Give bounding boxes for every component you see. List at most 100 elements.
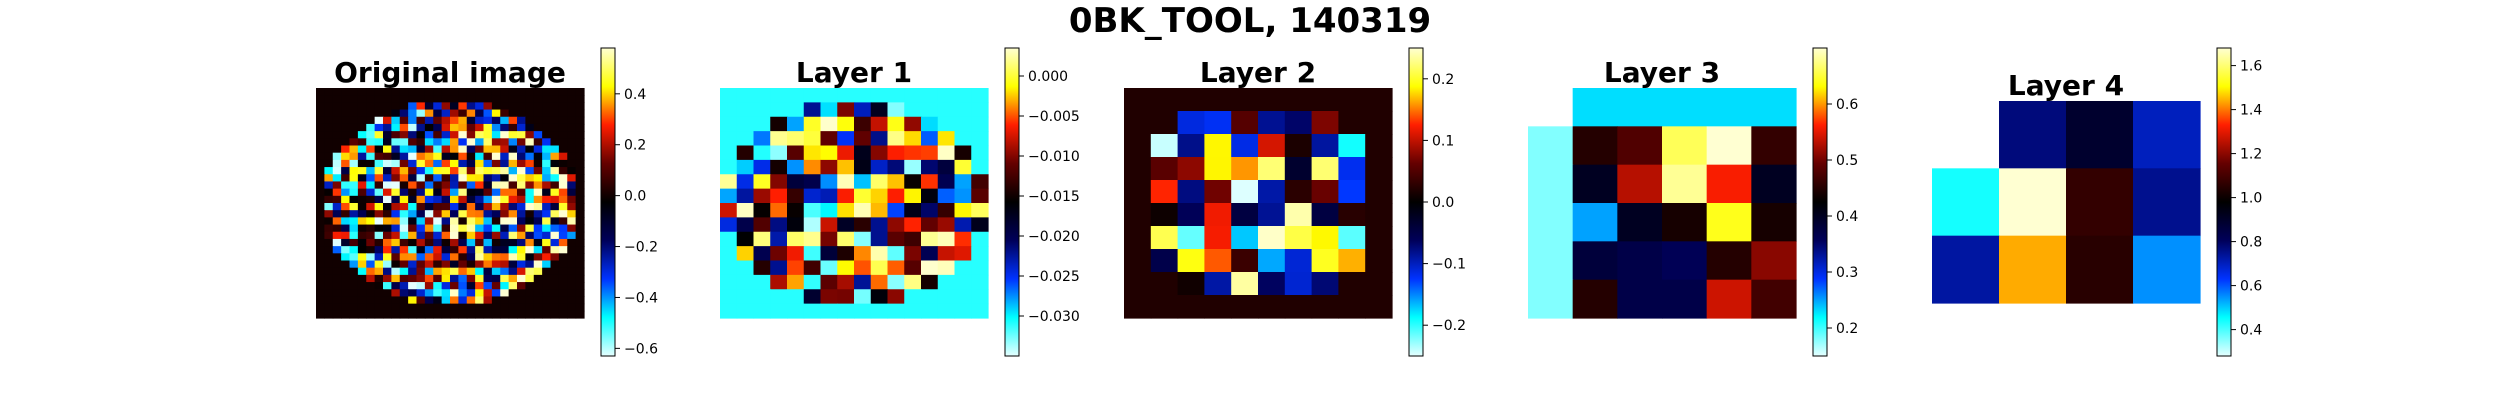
heatmap-cell: [416, 181, 426, 190]
heatmap-cell: [904, 188, 922, 204]
colorbar-tick-label: 1.0: [2240, 191, 2262, 207]
heatmap-cell: [567, 267, 577, 276]
heatmap-cell: [383, 253, 392, 262]
heatmap-cell: [391, 289, 401, 298]
heatmap-cell: [357, 217, 367, 226]
heatmap-cell: [466, 95, 476, 103]
heatmap-cell: [466, 102, 476, 111]
heatmap-cell: [341, 231, 351, 240]
heatmap-cell: [1365, 226, 1393, 250]
heatmap-cell: [736, 260, 755, 276]
heatmap-cell: [408, 267, 418, 276]
heatmap-cell: [475, 210, 485, 218]
heatmap-cell: [441, 267, 451, 276]
heatmap-cell: [324, 152, 334, 161]
colorbar-tick-label: 0.4: [1836, 209, 1858, 225]
heatmap-cell: [349, 145, 359, 154]
heatmap-cell: [466, 131, 476, 139]
heatmap-cell: [357, 152, 367, 161]
heatmap-cell: [720, 203, 738, 218]
heatmap-cell: [525, 174, 535, 183]
heatmap-cell: [374, 203, 384, 211]
heatmap-cell: [854, 145, 872, 161]
heatmap-cell: [971, 116, 989, 132]
heatmap-cell: [466, 310, 476, 319]
colorbar-tick-label: −0.015: [1028, 189, 1080, 205]
heatmap-cell: [374, 188, 384, 197]
heatmap-cell: [517, 109, 526, 118]
heatmap-cell: [525, 181, 535, 190]
heatmap-cell: [475, 167, 485, 175]
heatmap-cell: [341, 238, 351, 247]
heatmap-cell: [316, 159, 325, 168]
heatmap-cell: [1706, 279, 1752, 319]
heatmap-cell: [341, 246, 351, 254]
heatmap-cell: [383, 310, 392, 319]
heatmap-cell: [508, 246, 518, 254]
heatmap-cell: [837, 102, 855, 118]
heatmap-cell: [820, 231, 838, 247]
heatmap-cell: [550, 95, 560, 103]
heatmap-cell: [550, 303, 560, 312]
heatmap-cell: [416, 131, 426, 139]
heatmap-cell: [803, 217, 822, 233]
heatmap-cell: [349, 181, 359, 190]
heatmap-cell: [525, 123, 535, 132]
heatmap-cell: [399, 188, 409, 197]
colorbar-tick-label: 0.2: [1432, 72, 1454, 88]
heatmap-cell: [550, 203, 560, 211]
heatmap-cell: [424, 131, 434, 139]
heatmap-cell: [1572, 241, 1618, 281]
heatmap-cell: [533, 181, 543, 190]
heatmap-cell: [341, 174, 351, 183]
heatmap-cell: [837, 274, 855, 290]
heatmap-cell: [954, 203, 972, 218]
heatmap-cell: [1365, 111, 1393, 135]
heatmap-cell: [349, 267, 359, 276]
heatmap-cell: [567, 181, 577, 190]
heatmap-cell: [424, 289, 434, 298]
heatmap-cell: [575, 238, 585, 247]
heatmap-cell: [433, 260, 443, 269]
heatmap-cell: [408, 145, 418, 154]
heatmap-cell: [820, 303, 838, 319]
heatmap-cell: [567, 303, 577, 312]
heatmap-cell: [803, 88, 822, 103]
heatmap-cell: [357, 195, 367, 204]
heatmap-cell: [508, 95, 518, 103]
heatmap-cell: [500, 267, 510, 276]
heatmap-cell: [357, 138, 367, 147]
heatmap-cell: [374, 195, 384, 204]
heatmap-cell: [870, 88, 889, 103]
heatmap-cell: [483, 152, 493, 161]
heatmap-cell: [753, 116, 771, 132]
heatmap-cell: [391, 210, 401, 218]
heatmap-cell: [854, 188, 872, 204]
heatmap-cell: [904, 246, 922, 262]
heatmap-cell: [408, 195, 418, 204]
heatmap-cell: [324, 159, 334, 168]
heatmap-cell: [441, 217, 451, 226]
heatmap-cell: [533, 116, 543, 125]
heatmap-cell: [357, 95, 367, 103]
heatmap-cell: [366, 145, 376, 154]
heatmap-cell: [787, 159, 805, 175]
heatmap-cell: [450, 224, 459, 233]
heatmap-cell: [458, 274, 468, 283]
heatmap-cell: [491, 88, 501, 96]
heatmap-cell: [483, 181, 493, 190]
heatmap-cell: [954, 289, 972, 305]
heatmap-cell: [491, 310, 501, 319]
heatmap-cell: [458, 188, 468, 197]
heatmap-cell: [500, 203, 510, 211]
heatmap-cell: [1617, 279, 1663, 319]
heatmap-cell: [374, 267, 384, 276]
heatmap-cell: [2066, 168, 2134, 237]
heatmap-cell: [433, 217, 443, 226]
heatmap-cell: [1365, 134, 1393, 158]
heatmap-cell: [720, 274, 738, 290]
heatmap-cell: [525, 131, 535, 139]
heatmap-cell: [391, 296, 401, 305]
heatmap-cell: [1150, 111, 1179, 135]
